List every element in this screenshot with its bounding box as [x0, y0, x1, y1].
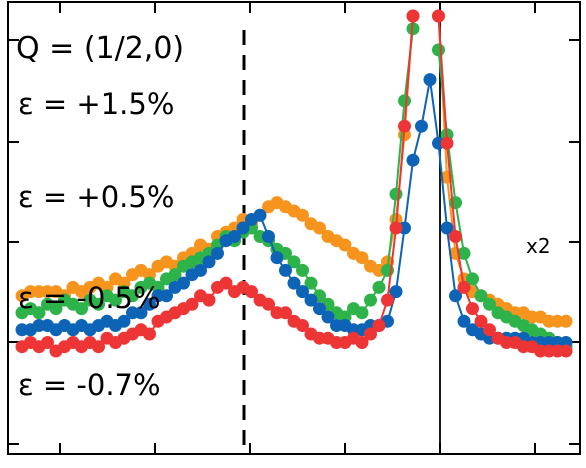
- series-label-3: ε = -0.5%: [18, 281, 161, 315]
- series-4-point: [279, 306, 292, 320]
- series-3-point: [457, 314, 471, 328]
- series-3-point: [160, 289, 173, 303]
- series-2-point: [304, 276, 318, 290]
- series-4-point: [296, 319, 309, 332]
- series-label-1: ε = +1.5%: [18, 87, 174, 121]
- series-4-point: [245, 285, 258, 299]
- series-3-point: [262, 230, 275, 243]
- series-1-point: [559, 314, 573, 328]
- series-3-point: [440, 221, 454, 235]
- series-4-point: [389, 221, 403, 235]
- series-3-point: [406, 153, 420, 167]
- series-3-point: [321, 310, 335, 324]
- series-2-point: [474, 289, 488, 303]
- series-4-point: [364, 327, 377, 341]
- series-3-point: [415, 119, 428, 133]
- series-4-point: [262, 297, 275, 311]
- series-4-point: [406, 9, 420, 23]
- series-2-point: [296, 263, 309, 277]
- series-4-point: [432, 9, 445, 23]
- series-3-point: [117, 314, 131, 328]
- series-3-point: [279, 263, 292, 277]
- annotation-x2: x2: [526, 234, 551, 258]
- series-3-point: [202, 255, 216, 269]
- series-4-point: [483, 323, 496, 337]
- series-3-point: [253, 208, 267, 222]
- series-2-point: [364, 293, 377, 307]
- series-2-point: [126, 289, 139, 303]
- series-4-point: [440, 136, 454, 150]
- series-3-point: [177, 276, 190, 290]
- series-4-point: [457, 280, 471, 294]
- series-4-point: [398, 119, 411, 133]
- series-3-point: [134, 306, 148, 320]
- series-2-point: [398, 94, 411, 108]
- series-3-point: [449, 289, 462, 303]
- series-4-point: [355, 336, 369, 349]
- series-2-point: [457, 246, 471, 260]
- series-2-point: [75, 302, 88, 316]
- series-3-point: [228, 230, 241, 243]
- series-4-point: [559, 344, 573, 358]
- series-3-point: [423, 73, 437, 87]
- series-3-point: [236, 221, 250, 235]
- series-3-point: [296, 285, 309, 299]
- series-2-point: [449, 196, 462, 210]
- series-2-point: [389, 187, 403, 201]
- series-4-point: [474, 314, 488, 328]
- series-2-point: [49, 302, 63, 316]
- plot-frame: [7, 1, 581, 455]
- series-1-point: [296, 208, 309, 222]
- series-2-point: [92, 297, 105, 311]
- series-4: [15, 9, 573, 358]
- series-3-point: [211, 246, 224, 260]
- series-4-point: [143, 327, 156, 341]
- series-2-point: [32, 306, 46, 320]
- series-4-point: [372, 319, 386, 332]
- series-1-point: [355, 251, 369, 265]
- chart-title: Q = (1/2,0): [16, 31, 184, 66]
- series-4-point: [219, 276, 233, 290]
- series-label-2: ε = +0.5%: [18, 180, 174, 214]
- series-3-point: [194, 263, 207, 277]
- series-2-point: [355, 306, 369, 320]
- series-4-point: [449, 230, 462, 243]
- series-3-point: [270, 251, 284, 265]
- series-3-point: [313, 302, 326, 316]
- series-4-point: [185, 297, 199, 311]
- series-2-point: [109, 293, 122, 307]
- series-1-point: [338, 238, 352, 252]
- series-2-point: [287, 255, 301, 269]
- series-3-point: [389, 285, 403, 299]
- series-4-point: [381, 293, 394, 307]
- series-4-point: [466, 302, 479, 316]
- series-4-point: [92, 340, 105, 354]
- series-4-point: [41, 336, 54, 349]
- series-layer: [15, 9, 573, 358]
- series-2-line-0: [21, 28, 414, 318]
- series-3-point: [143, 297, 156, 311]
- series-4-point: [202, 293, 216, 307]
- series-label-4: ε = -0.7%: [18, 368, 161, 402]
- series-1-line-1: [437, 15, 566, 323]
- series-3-point: [287, 276, 301, 290]
- series-2-point: [483, 297, 496, 311]
- series-3-point: [304, 293, 318, 307]
- series-2-point: [466, 272, 479, 286]
- series-2-point: [432, 43, 445, 57]
- series-2-point: [372, 280, 386, 294]
- series-1-point: [313, 221, 326, 235]
- series-2-point: [168, 268, 182, 282]
